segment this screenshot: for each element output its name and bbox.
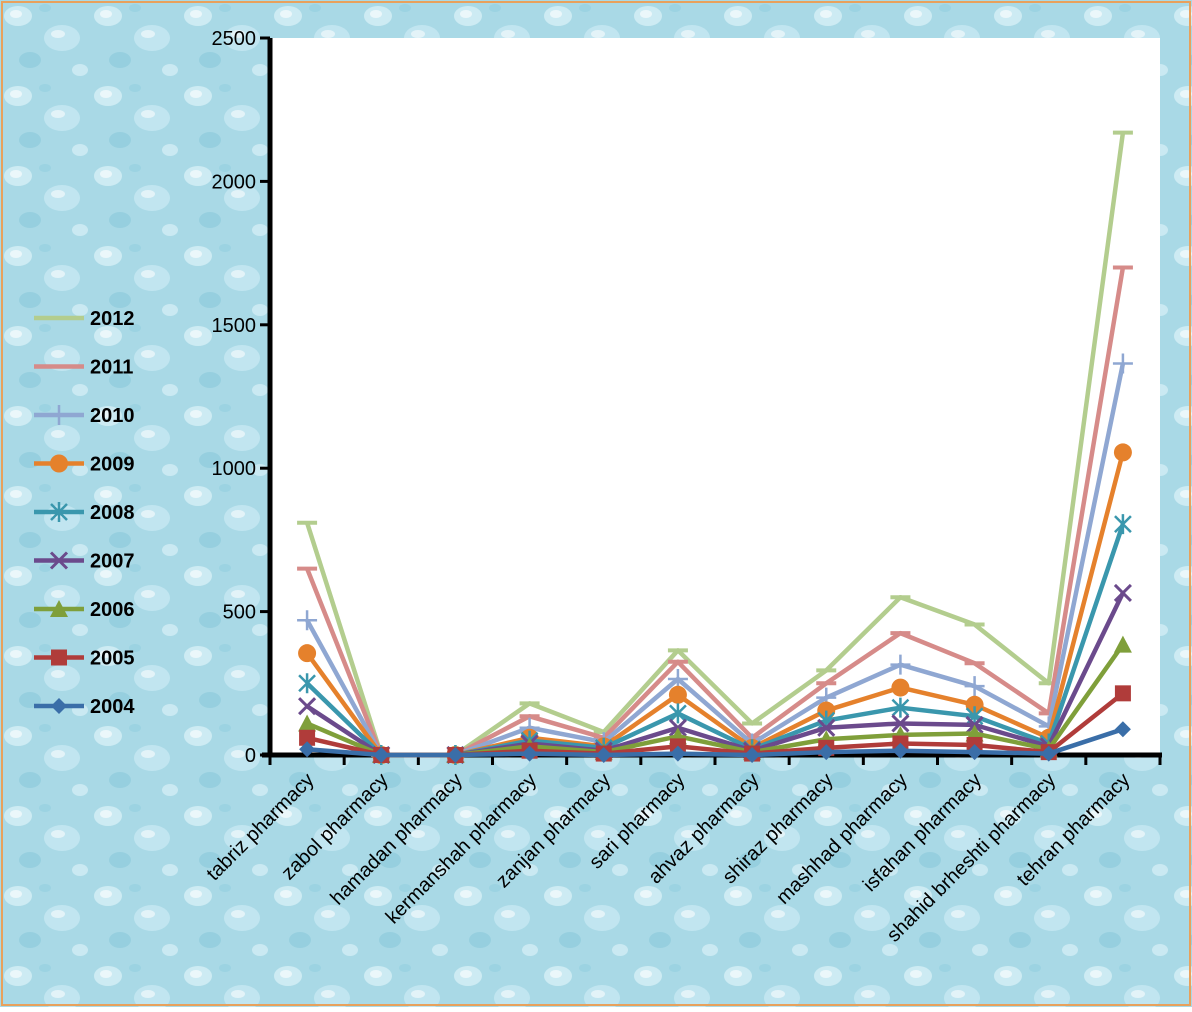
legend-item-2006: 2006 — [34, 599, 135, 621]
data-point-2010 — [890, 654, 911, 675]
data-point-2004 — [966, 744, 983, 761]
data-point-2004 — [299, 741, 316, 758]
legend-item-2010: 2010 — [34, 405, 135, 427]
legend-marker — [50, 454, 68, 473]
legend-marker — [51, 649, 67, 666]
y-tick-label: 2500 — [212, 28, 257, 50]
y-tick-label: 2000 — [212, 171, 257, 193]
legend-label: 2008 — [90, 502, 135, 524]
legend: 2012 2011 2010 2009 2008 2007 2006 2005 2004 — [34, 308, 135, 718]
data-point-2004 — [892, 742, 909, 759]
legend-label: 2011 — [90, 357, 133, 379]
data-point-2004 — [669, 745, 686, 762]
legend-marker — [49, 551, 69, 570]
series-layer — [297, 130, 1133, 765]
data-point-2007 — [817, 718, 836, 737]
data-point-2007 — [298, 697, 317, 716]
data-point-2004 — [818, 744, 835, 761]
legend-item-2005: 2005 — [34, 648, 135, 670]
data-point-2009 — [1113, 443, 1132, 462]
data-point-2004 — [373, 747, 390, 763]
data-point-2006 — [298, 714, 317, 732]
legend-item-2011: 2011 — [34, 357, 133, 379]
legend-label: 2005 — [90, 648, 135, 670]
plot-area — [270, 38, 1160, 755]
data-point-2005 — [1114, 685, 1131, 702]
legend-item-2008: 2008 — [34, 502, 135, 524]
data-point-2009 — [298, 644, 317, 663]
legend-label: 2012 — [90, 308, 135, 330]
legend-label: 2007 — [90, 551, 135, 573]
data-point-2010 — [964, 676, 985, 697]
data-point-2004 — [521, 745, 538, 762]
legend-item-2012: 2012 — [34, 308, 135, 330]
data-point-2007 — [891, 714, 910, 733]
data-point-2004 — [447, 747, 464, 763]
data-point-2010 — [667, 668, 688, 689]
series-line-2004 — [306, 727, 1124, 758]
data-point-2008 — [891, 697, 910, 718]
data-point-2004 — [744, 747, 761, 763]
legend-item-2004: 2004 — [34, 696, 135, 718]
data-point-2008 — [1114, 514, 1132, 535]
data-point-2008 — [669, 703, 687, 724]
legend-marker — [49, 405, 69, 425]
data-point-2005 — [299, 729, 316, 746]
data-point-2010 — [1112, 353, 1133, 374]
y-tick-label: 500 — [223, 602, 256, 624]
data-point-2004 — [1114, 721, 1131, 738]
data-point-2009 — [891, 678, 910, 697]
legend-marker — [50, 502, 68, 522]
data-point-2007 — [1113, 583, 1132, 603]
legend-label: 2009 — [90, 454, 135, 476]
legend-label: 2010 — [90, 405, 135, 427]
data-point-2009 — [965, 695, 984, 714]
legend-label: 2006 — [90, 599, 135, 621]
data-point-2008 — [298, 673, 316, 694]
legend-marker — [50, 600, 68, 617]
data-point-2004 — [595, 747, 612, 763]
y-tick-label: 0 — [245, 745, 256, 767]
data-point-2006 — [1113, 635, 1132, 653]
legend-marker — [51, 698, 67, 714]
data-point-2009 — [668, 685, 687, 704]
data-point-2010 — [297, 610, 318, 631]
y-tick-label: 1500 — [212, 315, 257, 337]
data-point-2004 — [1040, 745, 1057, 762]
series-2004 — [299, 721, 1131, 763]
legend-label: 2004 — [90, 696, 135, 718]
y-tick-label: 1000 — [212, 458, 257, 480]
legend-item-2009: 2009 — [34, 454, 135, 476]
legend-item-2007: 2007 — [34, 551, 135, 573]
